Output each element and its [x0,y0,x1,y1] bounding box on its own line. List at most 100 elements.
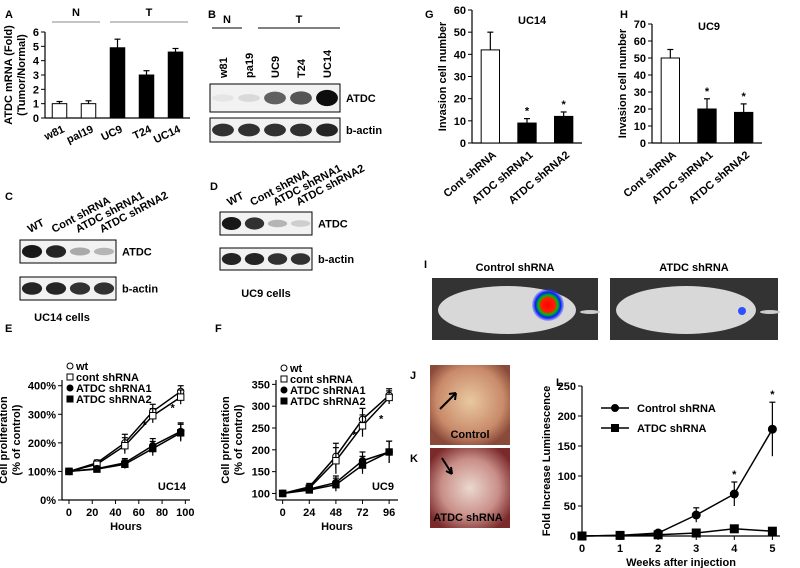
panel-letter: E [5,323,12,335]
point [653,530,663,540]
chart-subtitle: UC9 [372,481,394,493]
x-tick-label: 3 [693,543,699,555]
bar [697,108,717,144]
chart-subtitle: UC14 [158,481,187,493]
series-line [581,528,773,537]
y-axis-label: Invasion cell number [437,21,449,131]
y-axis-label: (Tumor/Normal) [16,34,28,116]
blot-band [290,123,312,137]
point [691,510,701,520]
point [358,461,367,469]
panel-letter: J [410,370,416,382]
chart-subtitle: UC14 [518,15,547,27]
x-tick-label: w81 [42,123,67,143]
bar [80,103,97,119]
point [332,457,340,465]
x-axis-label: Weeks after injection [626,557,736,568]
luminescence-signal [532,289,564,321]
legend-label: ATDC shRNA1 [76,383,152,395]
y-tick-label: 400% [28,381,56,393]
blot-band [264,123,286,137]
blot-band [244,252,265,266]
y-tick-label: 0 [640,138,646,150]
blot-band [267,253,288,265]
y-tick-label: 10 [454,116,466,128]
mouse-tail [580,310,600,314]
y-tick-label: 0 [33,113,39,125]
x-tick-label: 60 [133,507,145,519]
y-tick-label: 250 [558,381,576,393]
blot-band [267,219,288,228]
blot-band [290,91,312,105]
significance-marker: * [705,86,710,98]
group-label: N [72,7,80,19]
y-axis-label: Fold Increase Luminescence [541,386,553,536]
legend-marker [66,384,74,392]
row-label: ATDC [318,219,348,231]
point [278,489,287,498]
y-tick-label: 4 [33,56,40,68]
significance-marker: * [143,419,148,431]
legend-marker [611,404,619,412]
blot-strip [219,247,313,271]
image-label: ATDC shRNA [659,262,729,274]
point [615,530,625,540]
legend-marker [280,386,288,394]
point [767,424,777,434]
row-label: b-actin [318,254,354,266]
legend-marker [611,424,619,432]
panel-letter: F [215,323,222,335]
legend-marker [66,395,74,403]
legend-label: Control shRNA [637,403,716,415]
y-tick-label: 5 [33,41,39,53]
bar [138,74,155,119]
y-tick-label: 30 [454,72,466,84]
panel-letter: I [424,259,427,271]
x-tick-label: 1 [617,543,623,555]
point [149,444,157,453]
point [577,531,587,541]
x-tick-label: UC14 [152,123,183,146]
significance-marker: * [171,402,176,414]
significance-marker: * [379,413,384,425]
point [385,393,393,402]
blot-strip [19,276,117,301]
legend-label: cont shRNA [290,374,353,386]
mouse-body [616,286,756,334]
blot-band [69,282,91,295]
legend-label: ATDC shRNA2 [76,394,152,406]
y-axis-label: (% of control) [233,404,245,475]
legend-marker [280,375,288,383]
y-tick-label: 150 [252,467,270,479]
point [121,460,129,468]
y-tick-label: 1 [33,99,39,111]
blot-band [221,252,242,266]
point [121,442,129,450]
y-tick-label: 60 [454,5,466,17]
bar [554,115,574,144]
blot-caption: UC9 cells [241,288,291,300]
bar [167,51,184,119]
x-tick-label: 96 [383,507,395,519]
y-axis-label: Cell proliferation [0,396,10,484]
legend-label: ATDC shRNA2 [290,396,366,408]
y-tick-label: 30 [634,87,646,99]
y-tick-label: 50 [454,27,466,39]
point [729,524,739,534]
blot-band [316,89,338,107]
panel-letter: K [410,453,418,465]
y-axis-label: (% of control) [11,404,23,475]
point [767,526,777,536]
y-tick-label: 200% [28,438,56,450]
panel-letter: C [5,191,13,203]
lane-label: WT [225,190,246,209]
blot-band [45,245,67,258]
y-tick-label: 200 [558,411,576,423]
blot-band [45,282,67,295]
lane-label: pa19 [244,53,256,78]
legend-marker [280,397,288,405]
legend-marker [66,362,74,370]
legend-label: cont shRNA [76,372,139,384]
y-tick-label: 10 [634,121,646,133]
point [358,422,367,430]
